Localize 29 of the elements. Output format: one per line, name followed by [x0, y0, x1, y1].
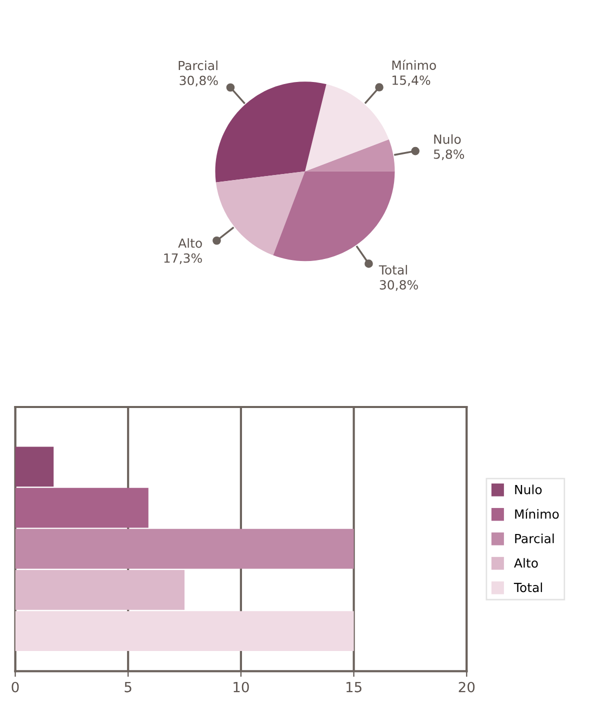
data-label: 30,8%: [380, 280, 418, 291]
data-label: 17,3%: [164, 253, 202, 264]
bar: [15, 488, 148, 528]
legend-label: Nulo: [515, 484, 542, 494]
legend-label: Alto: [514, 558, 538, 568]
slice-label: Parcial: [178, 60, 218, 70]
bar: [15, 611, 354, 651]
pie-slice: [216, 171, 305, 256]
bar: [15, 446, 54, 487]
data-label: 30,8%: [180, 76, 218, 86]
legend-label: Mínimo: [515, 508, 559, 519]
slice-label: Alto: [178, 238, 202, 248]
x-tick-label: 15: [346, 682, 362, 692]
pie-slice: [273, 171, 395, 262]
pie-slice: [305, 139, 395, 172]
bar: [15, 528, 354, 569]
x-tick-label: 5: [124, 682, 132, 692]
slice-label: Nulo: [434, 134, 461, 144]
legend-label: Parcial: [515, 534, 554, 544]
x-tick-label: 20: [458, 682, 475, 692]
slice-label: Mínimo: [392, 60, 436, 70]
slice-label: Total: [378, 264, 407, 275]
data-label: 15,4%: [392, 75, 430, 86]
bar: [15, 570, 185, 610]
legend-label: Total: [514, 582, 542, 592]
x-tick-label: 10: [234, 682, 249, 692]
x-tick-label: 0: [12, 682, 19, 692]
data-label: 5,8%: [434, 149, 464, 160]
pie-slice: [305, 84, 389, 172]
